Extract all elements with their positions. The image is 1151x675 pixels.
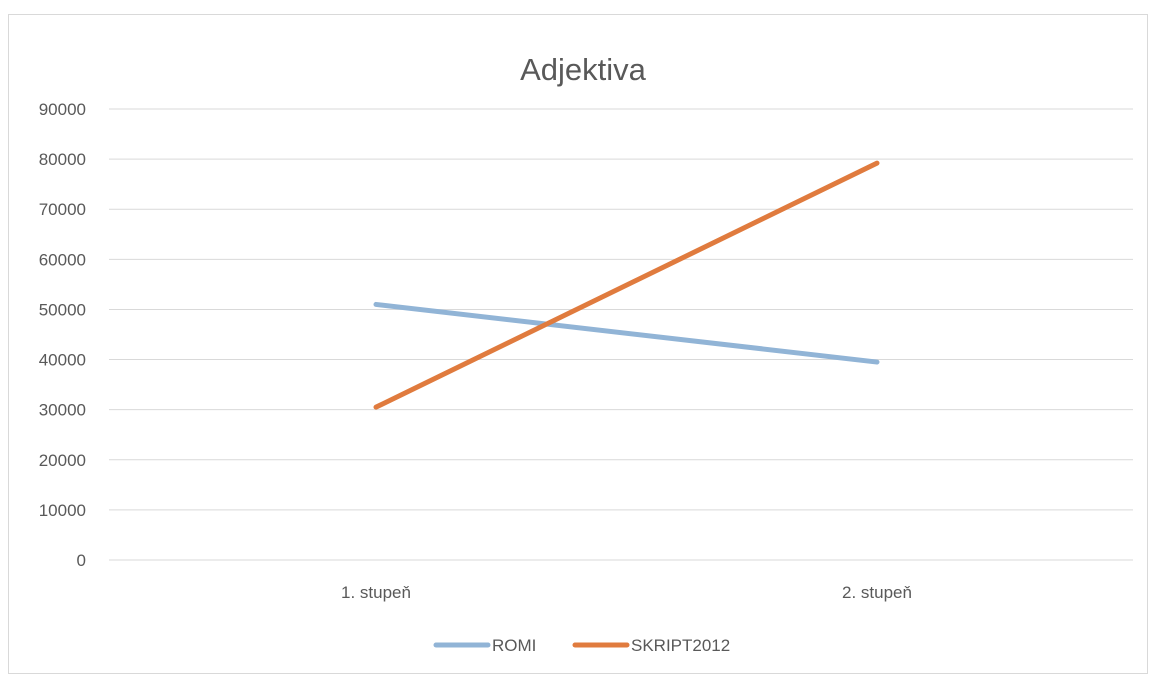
y-tick-label: 40000 <box>39 351 86 370</box>
legend-label: SKRIPT2012 <box>631 636 730 655</box>
legend-label: ROMI <box>492 636 536 655</box>
gridlines <box>109 108 1133 561</box>
series-line-romi <box>373 301 880 365</box>
x-tick-label: 2. stupeň <box>842 583 912 602</box>
y-tick-label: 10000 <box>39 501 86 520</box>
chart-frame <box>8 14 1148 674</box>
y-tick-label: 30000 <box>39 401 86 420</box>
series-line-skript2012 <box>373 160 880 410</box>
legend: ROMI SKRIPT2012 <box>433 636 730 655</box>
series-lines <box>373 160 880 410</box>
y-tick-label: 0 <box>77 551 86 570</box>
y-axis-ticks: 0 10000 20000 30000 40000 50000 60000 70000 8000… <box>39 100 86 570</box>
x-tick-label: 1. stupeň <box>341 583 411 602</box>
y-tick-label: 50000 <box>39 300 86 319</box>
x-axis-ticks: 1. stupeň 2. stupeň <box>341 583 912 602</box>
y-tick-label: 20000 <box>39 451 86 470</box>
chart-title: Adjektiva <box>520 52 647 87</box>
y-tick-label: 80000 <box>39 150 86 169</box>
y-tick-label: 90000 <box>39 100 86 119</box>
y-tick-label: 60000 <box>39 250 86 269</box>
y-tick-label: 70000 <box>39 200 86 219</box>
